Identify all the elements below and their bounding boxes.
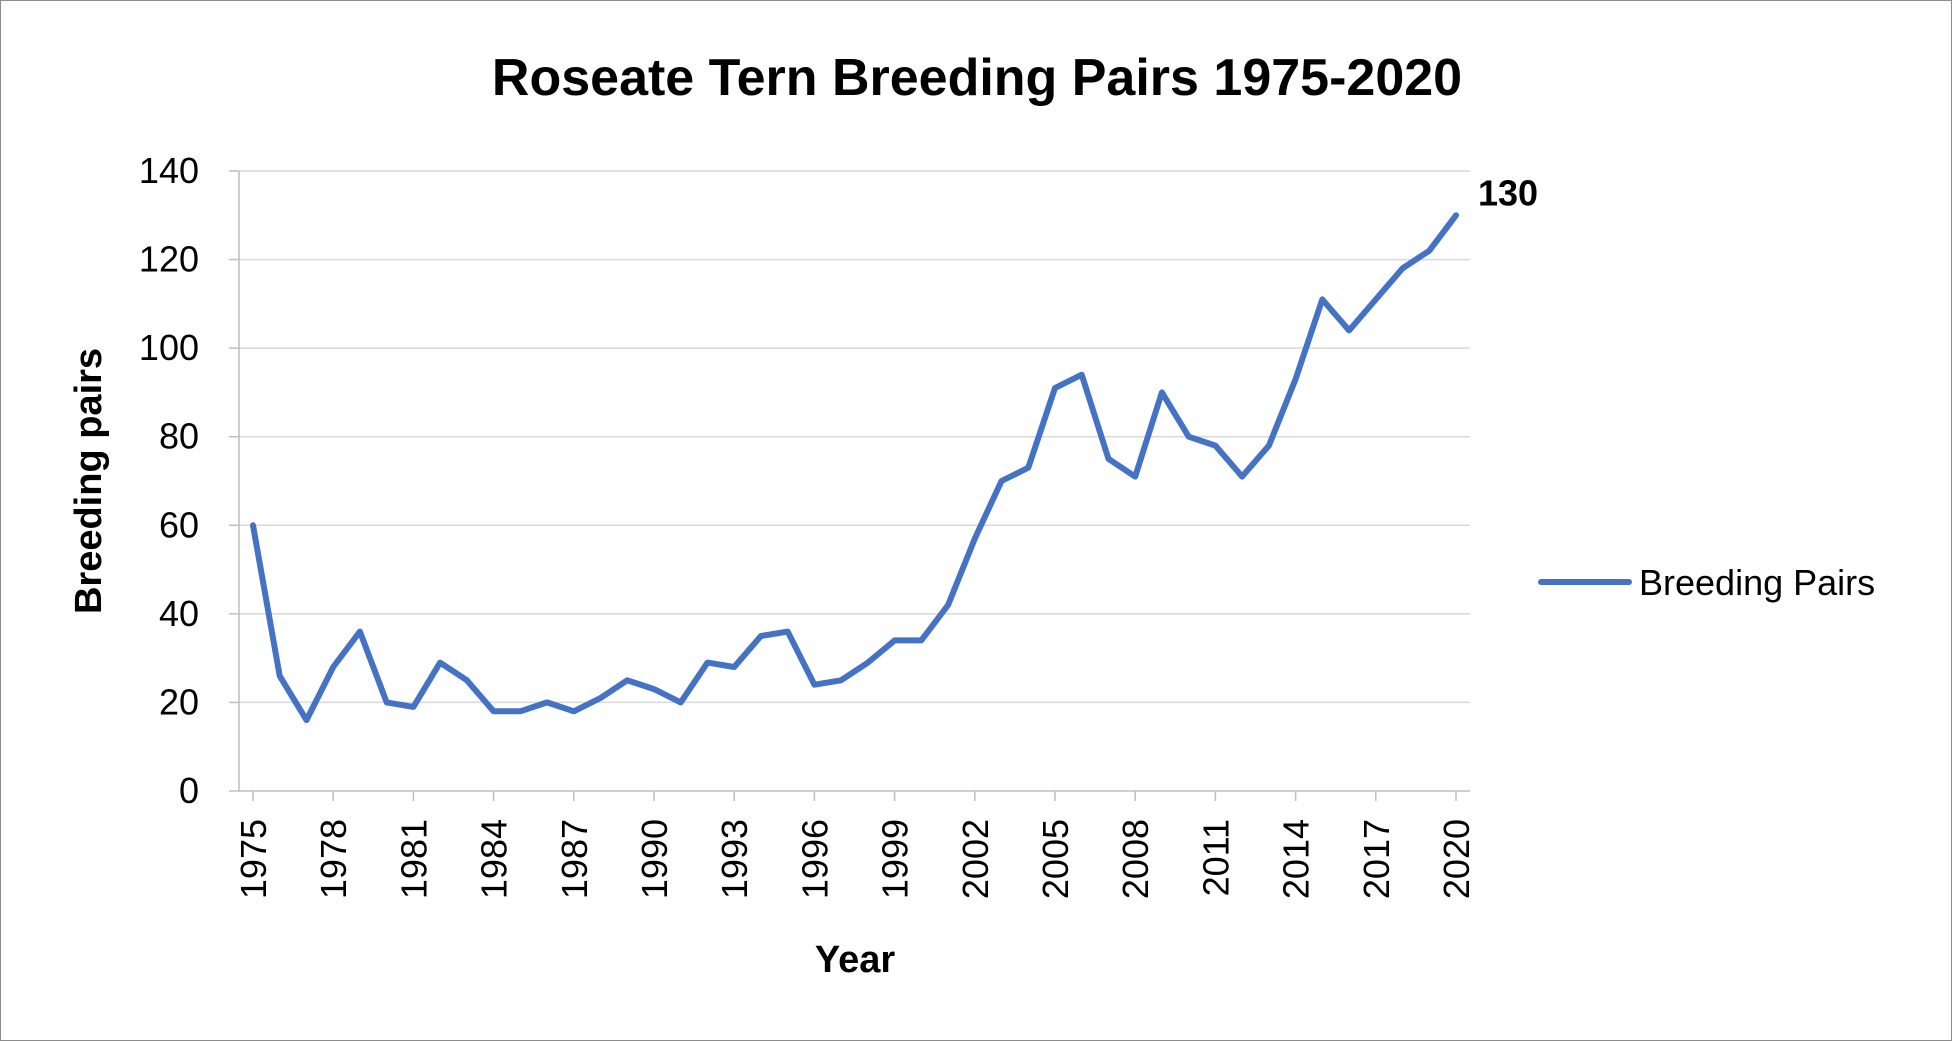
x-tick-label: 2020: [1436, 819, 1477, 899]
y-tick-label: 0: [179, 770, 199, 811]
x-tick-label: 2014: [1276, 819, 1317, 899]
x-tick-label: 1993: [714, 819, 755, 899]
x-axis-label: Year: [815, 939, 896, 981]
x-tick-label: 1978: [313, 819, 354, 899]
x-tick-label: 1990: [634, 819, 675, 899]
y-tick-label: 20: [159, 681, 199, 722]
legend: Breeding Pairs: [1538, 562, 1875, 603]
y-tick-label: 40: [159, 593, 199, 634]
x-tick-labels: 1975 1978 1981 1984 1987 1990 1993 1996 1999 2002…: [233, 791, 1477, 899]
x-tick-label: 1984: [474, 819, 515, 899]
y-tick-label: 100: [139, 327, 199, 368]
series-line-breeding-pairs: [250, 212, 1459, 724]
x-tick-label: 1999: [875, 819, 916, 899]
x-tick-label: 1996: [794, 819, 835, 899]
y-tick-labels: 0 20 40 60 80 100 120 140: [139, 150, 199, 811]
x-tick-label: 1975: [233, 819, 274, 899]
y-tick-label: 80: [159, 416, 199, 457]
y-tick-label: 140: [139, 150, 199, 191]
chart-title: Roseate Tern Breeding Pairs 1975-2020: [492, 49, 1462, 107]
x-tick-label: 2017: [1356, 819, 1397, 899]
x-tick-label: 2011: [1195, 819, 1236, 896]
y-tick-label: 60: [159, 504, 199, 545]
x-tick-label: 1987: [554, 819, 595, 899]
legend-label: Breeding Pairs: [1639, 562, 1875, 603]
x-tick-label: 2002: [955, 819, 996, 899]
axes: [238, 171, 1470, 792]
y-axis-label: Breeding pairs: [68, 348, 110, 614]
gridlines: [229, 170, 1470, 792]
data-label-2020: 130: [1478, 172, 1538, 213]
x-tick-label: 2005: [1035, 819, 1076, 899]
y-tick-label: 120: [139, 239, 199, 280]
series-layer: [250, 212, 1459, 724]
x-tick-label: 2008: [1115, 819, 1156, 899]
data-labels: 130: [1478, 172, 1538, 213]
x-tick-label: 1981: [393, 819, 434, 899]
